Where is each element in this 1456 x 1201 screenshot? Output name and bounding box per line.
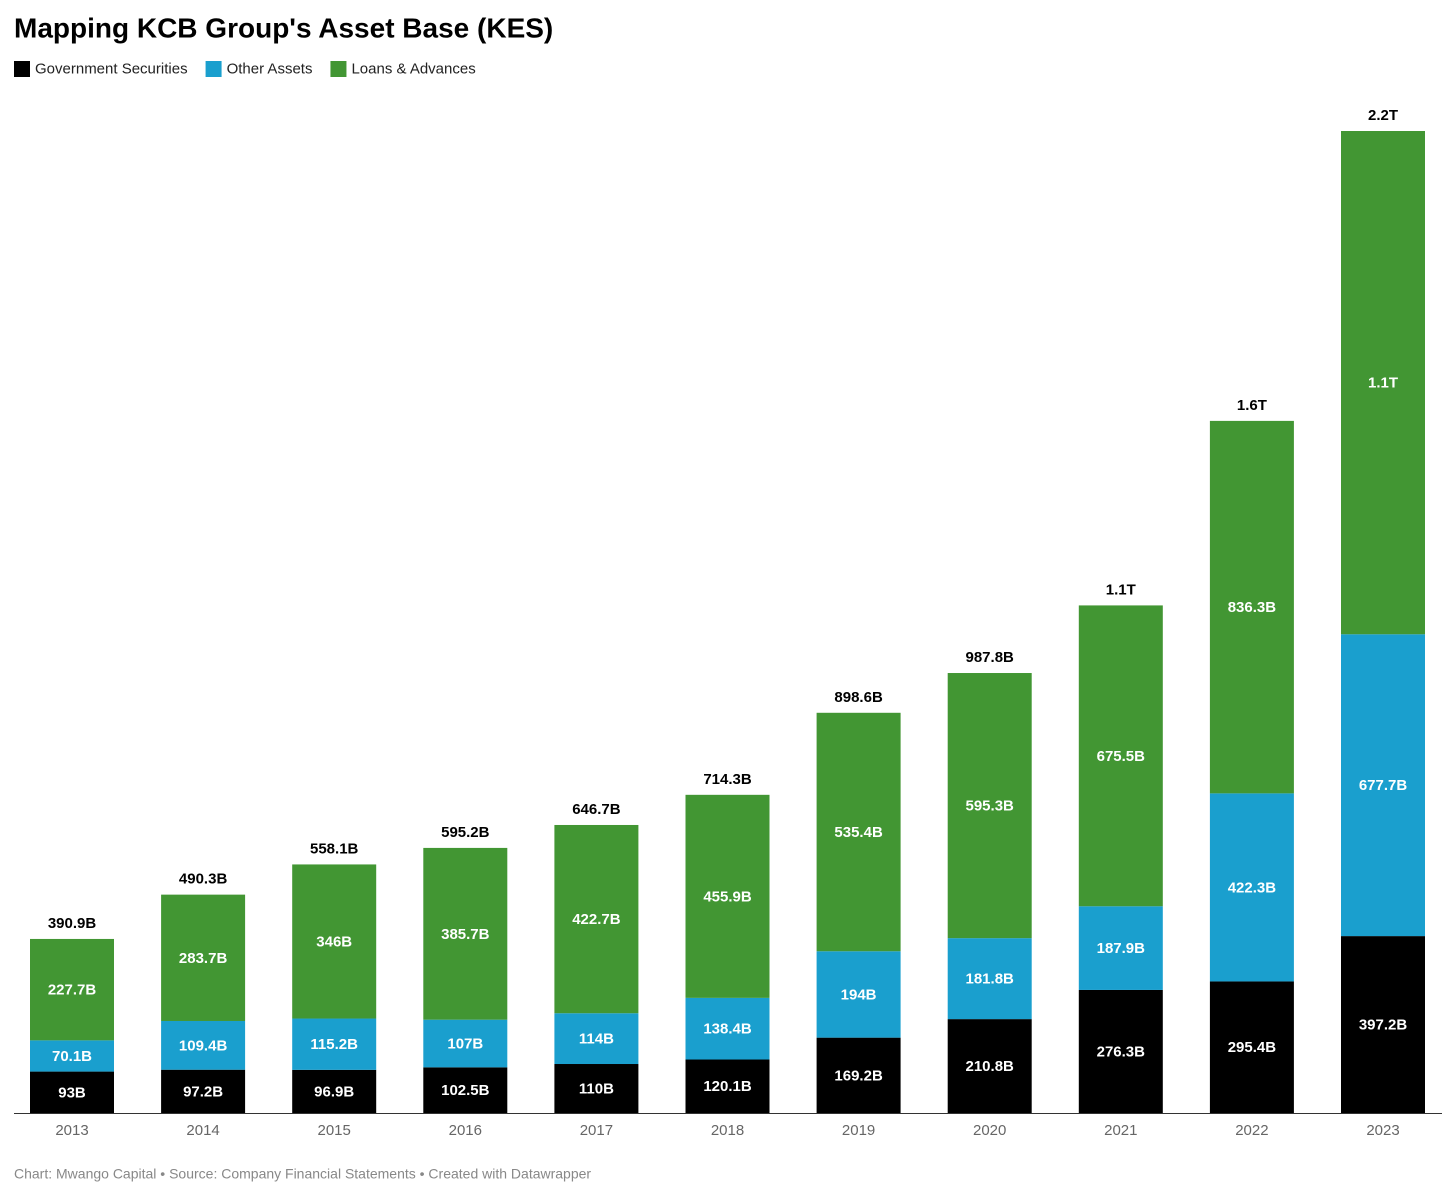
bar-segment — [161, 1069, 246, 1113]
total-label: 390.9B — [48, 915, 97, 932]
data-label: 138.4B — [703, 1021, 752, 1038]
data-label: 295.4B — [1228, 1039, 1277, 1056]
data-label: 115.2B — [310, 1036, 358, 1053]
data-label: 283.7B — [179, 950, 228, 967]
x-tick-label: 2017 — [580, 1122, 613, 1139]
data-label: 181.8B — [966, 971, 1015, 988]
data-label: 114B — [579, 1031, 614, 1048]
data-label: 455.9B — [703, 888, 752, 905]
bar-segment — [816, 951, 901, 1038]
bar-segment — [423, 847, 508, 1020]
bar-segment — [554, 824, 639, 1014]
x-tick-label: 2023 — [1366, 1122, 1399, 1139]
bar-segment — [685, 997, 770, 1060]
data-label: 97.2B — [183, 1083, 223, 1100]
total-label: 1.1T — [1106, 581, 1136, 598]
bar-segment — [30, 1040, 114, 1072]
bar-segment — [685, 1059, 770, 1113]
footer: Chart: Mwango Capital • Source: Company … — [14, 1166, 591, 1182]
bar-segment — [947, 673, 1032, 939]
data-label: 346B — [316, 933, 352, 950]
bar-segment — [161, 1020, 246, 1070]
data-label: 227.7B — [48, 982, 97, 999]
data-label: 422.3B — [1228, 879, 1277, 896]
bar-segment — [30, 938, 114, 1041]
total-label: 595.2B — [441, 824, 490, 841]
bar-segment — [423, 1067, 508, 1113]
bar-segment — [1341, 936, 1425, 1113]
bar-segment — [292, 1069, 377, 1113]
data-label: 595.3B — [966, 798, 1015, 815]
bar-segment — [1341, 131, 1425, 635]
data-label: 194B — [841, 986, 877, 1003]
data-label: 70.1B — [52, 1048, 92, 1065]
legend-swatch — [205, 61, 222, 77]
bar-segment — [292, 864, 377, 1019]
x-tick-label: 2020 — [973, 1122, 1006, 1139]
total-label: 490.3B — [179, 871, 228, 888]
bar-segment — [292, 1018, 377, 1070]
total-label: 558.1B — [310, 840, 359, 857]
data-label: 276.3B — [1097, 1043, 1146, 1060]
data-label: 675.5B — [1097, 748, 1146, 765]
data-label: 535.4B — [834, 824, 883, 841]
bar-segment — [30, 1071, 114, 1113]
data-label: 836.3B — [1228, 599, 1277, 616]
bar-segment — [1078, 989, 1163, 1113]
bar-segment — [816, 1037, 901, 1113]
data-label: 102.5B — [441, 1082, 490, 1099]
bar-segment — [1078, 906, 1163, 990]
x-tick-label: 2018 — [711, 1122, 744, 1139]
data-label: 397.2B — [1359, 1017, 1408, 1034]
data-label: 677.7B — [1359, 777, 1408, 794]
chart-title: Mapping KCB Group's Asset Base (KES) — [14, 12, 553, 43]
bar-segment — [161, 894, 246, 1021]
data-label: 1.1T — [1368, 375, 1398, 392]
data-label: 187.9B — [1097, 940, 1146, 957]
legend-swatch — [330, 61, 347, 77]
data-label: 422.7B — [572, 911, 621, 928]
data-label: 169.2B — [834, 1067, 883, 1084]
total-label: 898.6B — [834, 689, 883, 706]
total-label: 646.7B — [572, 801, 621, 818]
legend-label: Other Assets — [227, 60, 313, 77]
bar-segment — [685, 794, 770, 998]
x-tick-label: 2019 — [842, 1122, 875, 1139]
bar-segment — [1209, 420, 1294, 794]
bar-segment — [1209, 793, 1294, 982]
bar-segment — [423, 1019, 508, 1068]
data-label: 210.8B — [966, 1058, 1015, 1075]
data-label: 107B — [447, 1035, 483, 1052]
data-label: 93B — [58, 1084, 86, 1101]
total-label: 1.6T — [1237, 397, 1267, 414]
legend-swatch — [14, 61, 30, 77]
legend-label: Loans & Advances — [351, 60, 475, 77]
bar-segment — [554, 1013, 639, 1065]
bar-segment — [1209, 981, 1294, 1113]
bar-segment — [1078, 605, 1163, 907]
bar-segment — [554, 1064, 639, 1113]
data-label: 120.1B — [703, 1078, 752, 1095]
x-tick-label: 2022 — [1235, 1122, 1268, 1139]
data-label: 110B — [579, 1080, 614, 1097]
total-label: 987.8B — [966, 649, 1015, 666]
data-label: 96.9B — [314, 1083, 354, 1100]
data-label: 109.4B — [179, 1037, 228, 1054]
total-label: 714.3B — [703, 771, 752, 788]
bar-segment — [816, 712, 901, 952]
total-label: 2.2T — [1368, 107, 1398, 124]
bar-segment — [947, 1019, 1032, 1113]
x-tick-label: 2016 — [449, 1122, 482, 1139]
bar-segment — [1341, 634, 1425, 937]
x-tick-label: 2014 — [186, 1122, 219, 1139]
x-tick-label: 2021 — [1104, 1122, 1137, 1139]
data-label: 385.7B — [441, 926, 490, 943]
bar-segment — [947, 938, 1032, 1020]
x-tick-label: 2015 — [318, 1122, 351, 1139]
legend-label: Government Securities — [35, 60, 188, 77]
x-tick-label: 2013 — [55, 1122, 88, 1139]
